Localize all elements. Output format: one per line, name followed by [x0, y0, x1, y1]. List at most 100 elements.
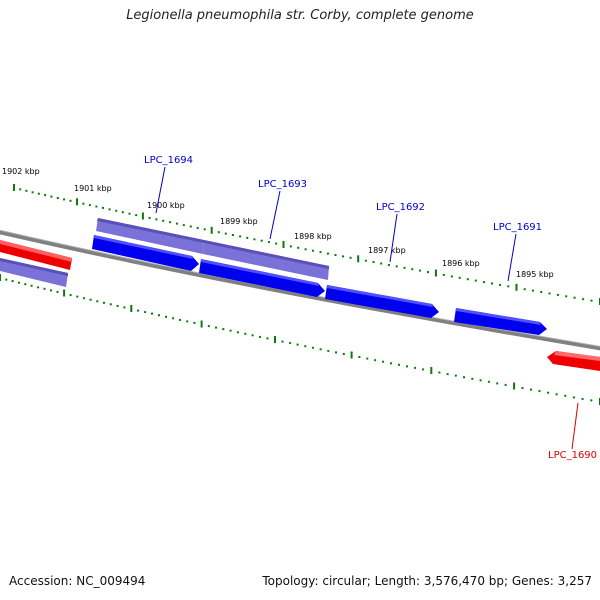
gene-forward-1[interactable]: [92, 235, 199, 271]
kbp-label: 1902 kbp: [2, 167, 40, 176]
minor-tick: [479, 379, 482, 382]
minor-tick: [590, 399, 593, 402]
minor-tick: [259, 335, 262, 338]
minor-tick: [244, 332, 247, 335]
minor-tick: [203, 228, 206, 231]
minor-tick: [564, 394, 567, 397]
minor-tick: [69, 294, 72, 297]
minor-tick: [390, 362, 392, 365]
minor-tick: [312, 249, 314, 252]
minor-tick: [116, 304, 119, 307]
minor-tick: [231, 234, 234, 236]
minor-tick: [179, 318, 182, 321]
minor-tick: [482, 281, 485, 284]
minor-tick: [419, 269, 422, 272]
minor-tick: [411, 268, 414, 271]
reverse-gene-left[interactable]: [0, 240, 72, 270]
minor-tick: [572, 396, 575, 399]
gene-forward-4[interactable]: [454, 308, 547, 335]
minor-tick: [251, 334, 254, 337]
minor-tick: [17, 281, 20, 284]
callout-LPC_1690: LPC_1690: [548, 402, 597, 461]
gene-forward-3[interactable]: [325, 285, 439, 318]
minor-tick: [217, 231, 220, 234]
minor-tick: [463, 376, 465, 379]
kbp-label: 1897 kbp: [368, 246, 406, 255]
minor-tick: [108, 208, 111, 211]
minor-tick: [5, 278, 8, 281]
minor-tick: [222, 328, 225, 331]
gene-LPC_1693[interactable]: [203, 240, 329, 280]
callout-LPC_1693: LPC_1693: [258, 179, 307, 240]
minor-tick: [573, 296, 576, 299]
minor-tick: [319, 251, 322, 254]
minor-tick: [103, 301, 105, 304]
minor-tick: [88, 204, 91, 207]
upper-tick-scale: [13, 184, 600, 305]
gene-forward-2[interactable]: [199, 259, 325, 297]
minor-tick: [289, 342, 292, 345]
minor-tick: [458, 276, 461, 279]
major-tick: [350, 351, 353, 359]
minor-tick: [44, 194, 47, 197]
minor-tick: [151, 312, 153, 315]
minor-tick: [281, 340, 284, 343]
minor-tick: [565, 295, 568, 298]
minor-tick: [175, 222, 178, 225]
minor-tick: [24, 283, 27, 286]
minor-tick: [327, 349, 330, 352]
minor-tick: [297, 246, 300, 249]
minor-tick: [491, 282, 493, 285]
minor-tick: [555, 393, 558, 396]
minor-tick: [403, 266, 406, 269]
minor-tick: [19, 188, 22, 191]
minor-tick: [442, 273, 445, 276]
accession-label: Accession: NC_009494: [9, 574, 146, 588]
minor-tick: [454, 374, 457, 377]
minor-tick: [31, 191, 34, 194]
minor-tick: [102, 206, 104, 209]
faded-gene-left[interactable]: [0, 258, 68, 287]
minor-tick: [69, 199, 72, 202]
minor-tick: [115, 209, 118, 212]
minor-tick: [275, 242, 278, 245]
minor-tick: [358, 356, 361, 358]
minor-tick: [11, 280, 14, 283]
minor-tick: [474, 279, 477, 282]
minor-tick: [193, 321, 196, 324]
minor-tick: [121, 211, 124, 214]
minor-tick: [260, 239, 263, 242]
minor-tick: [372, 261, 375, 264]
minor-tick: [466, 278, 469, 281]
genome-summary: Topology: circular; Length: 3,576,470 bp…: [262, 574, 592, 588]
major-tick: [282, 241, 285, 248]
minor-tick: [342, 353, 345, 355]
minor-tick: [311, 346, 314, 349]
minor-tick: [342, 255, 344, 258]
major-tick: [76, 198, 78, 206]
major-tick: [357, 255, 360, 263]
minor-tick: [327, 252, 329, 255]
kbp-label: 1899 kbp: [220, 217, 258, 226]
minor-tick: [196, 226, 199, 229]
lower-tick-scale: [0, 274, 600, 405]
minor-tick: [366, 357, 369, 360]
minor-tick: [540, 291, 543, 293]
minor-tick: [304, 345, 307, 348]
minor-tick: [123, 306, 126, 309]
gene-LPC_1694[interactable]: [96, 218, 204, 254]
minor-tick: [471, 377, 474, 380]
minor-tick: [374, 359, 377, 362]
gene-LPC_1690[interactable]: [547, 351, 600, 371]
minor-tick: [267, 241, 270, 244]
minor-tick: [189, 225, 192, 228]
minor-tick: [530, 388, 532, 391]
minor-tick: [582, 298, 585, 301]
minor-tick: [158, 314, 160, 317]
gene-label: LPC_1691: [493, 222, 542, 233]
major-tick: [513, 382, 516, 390]
minor-tick: [296, 343, 299, 346]
minor-tick: [289, 245, 292, 248]
kbp-label: 1900 kbp: [147, 201, 185, 210]
